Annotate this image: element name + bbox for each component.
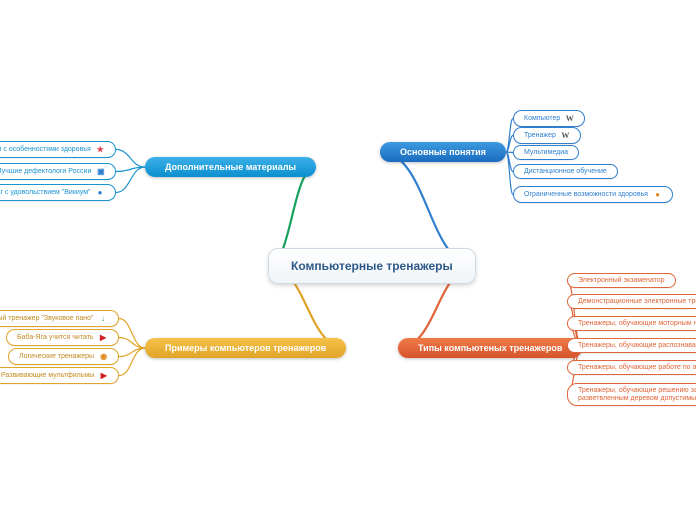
leaf-icon: ▣: [96, 167, 105, 176]
leaf-types-1: Демонстрационные электронные тренажеры: [567, 294, 696, 309]
leaf-icon: ★: [96, 145, 105, 154]
leaf-label: Ограниченные возможности здоровья: [524, 191, 648, 198]
leaf-label: Тренажеры, обучающие распознаванию образ…: [578, 342, 696, 349]
leaf-materials-1: Лучшие дефектологи России ▣: [0, 163, 116, 180]
leaf-label: Тренажеры, обучающие работе по алгоритму: [578, 364, 696, 371]
leaf-label: Тренажер: [524, 132, 556, 139]
leaf-materials-0: Известные люди с особенностями здоровья ★: [0, 141, 116, 158]
leaf-types-3: Тренажеры, обучающие распознаванию образ…: [567, 338, 696, 353]
leaf-label: Музыкальный тренажер "Звуковое пано": [0, 315, 94, 322]
leaf-examples-1: Баба-Яга учится читать ▶: [6, 329, 119, 346]
leaf-label: Компьютер: [524, 115, 560, 122]
leaf-label: Тренажеры, обучающие решению задач с раз…: [578, 387, 696, 402]
leaf-examples-3: Развивающие мультфильмы ▶: [0, 367, 119, 384]
branch-concepts: Основные понятия: [380, 142, 506, 162]
branch-materials: Дополнительные материалы: [145, 157, 316, 177]
leaf-icon: ▶: [99, 371, 108, 380]
leaf-label: Развивающие мультфильмы: [1, 372, 94, 379]
branch-types: Типы компьютеных тренажеров: [398, 338, 582, 358]
leaf-label: Тренажеры, обучающие моторным навыкам: [578, 320, 696, 327]
leaf-concepts-3: Дистанционное обучение: [513, 164, 618, 179]
leaf-materials-2: Тренируйте мозг с удовольствием "Викиум"…: [0, 184, 116, 201]
leaf-label: Мультимедиа: [524, 149, 568, 156]
leaf-types-2: Тренажеры, обучающие моторным навыкам: [567, 316, 696, 331]
leaf-label: Дистанционное обучение: [524, 168, 607, 175]
leaf-types-5: Тренажеры, обучающие решению задач с раз…: [567, 383, 696, 406]
center-node: Компьютерные тренажеры: [268, 248, 476, 284]
leaf-icon: ◉: [99, 352, 108, 361]
leaf-types-0: Электронный экзаменатор: [567, 273, 676, 288]
leaf-icon: W: [561, 131, 570, 140]
leaf-icon: W: [565, 114, 574, 123]
leaf-label: Известные люди с особенностями здоровья: [0, 146, 91, 153]
leaf-icon: ●: [653, 190, 662, 199]
leaf-concepts-0: Компьютер W: [513, 110, 585, 127]
leaf-examples-0: Музыкальный тренажер "Звуковое пано" ↓: [0, 310, 119, 327]
leaf-icon: ●: [96, 188, 105, 197]
leaf-concepts-1: Тренажер W: [513, 127, 581, 144]
branch-examples: Примеры компьютеров тренажеров: [145, 338, 346, 358]
leaf-label: Лучшие дефектологи России: [0, 168, 91, 175]
leaf-icon: ↓: [99, 314, 108, 323]
leaf-types-4: Тренажеры, обучающие работе по алгоритму: [567, 360, 696, 375]
leaf-label: Логические тренажеры: [19, 353, 94, 360]
leaf-label: Баба-Яга учится читать: [17, 334, 94, 341]
leaf-label: Демонстрационные электронные тренажеры: [578, 298, 696, 305]
leaf-examples-2: Логические тренажеры ◉: [8, 348, 119, 365]
leaf-label: Тренируйте мозг с удовольствием "Викиум": [0, 189, 91, 196]
leaf-concepts-4: Ограниченные возможности здоровья ●: [513, 186, 673, 203]
leaf-concepts-2: Мультимедиа: [513, 145, 579, 160]
leaf-label: Электронный экзаменатор: [578, 277, 665, 284]
leaf-icon: ▶: [99, 333, 108, 342]
